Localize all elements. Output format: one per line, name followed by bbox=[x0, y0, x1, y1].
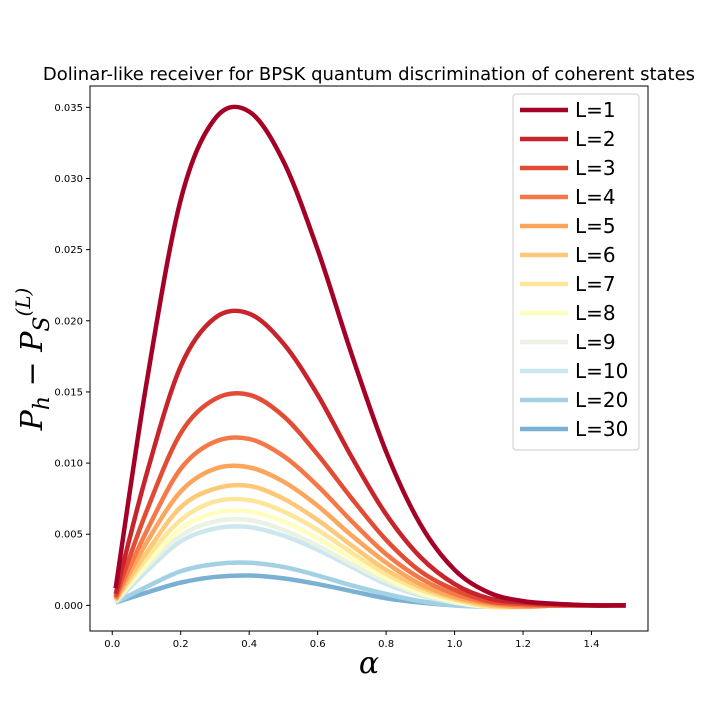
legend-label: L=5 bbox=[575, 214, 616, 238]
legend-label: L=1 bbox=[575, 98, 616, 122]
y-tick-label: 0.020 bbox=[54, 316, 83, 327]
series-line-l-1 bbox=[113, 104, 626, 608]
legend-box bbox=[512, 93, 640, 451]
y-axis-label-text: Ph − PS(L) bbox=[11, 288, 55, 432]
x-tick-label: 0.8 bbox=[378, 639, 394, 650]
x-tick-label: 1.2 bbox=[515, 639, 531, 650]
y-tick-label: 0.010 bbox=[54, 459, 83, 470]
y-tick-label: 0.035 bbox=[54, 103, 83, 114]
y-tick-label: 0.015 bbox=[54, 387, 83, 398]
y-tick-label: 0.030 bbox=[54, 174, 83, 185]
legend-label: L=2 bbox=[575, 127, 616, 151]
axes: 0.0 0.2 0.4 0.6 0.8 1.0 1.2 1.4 0.000 0.005 0.010 0… bbox=[54, 85, 649, 650]
y-axis-label: Ph − PS(L) bbox=[11, 288, 55, 432]
legend-label: L=20 bbox=[575, 388, 628, 412]
x-tick-label: 0.6 bbox=[310, 639, 326, 650]
legend-label: L=9 bbox=[575, 330, 616, 354]
legend-label: L=3 bbox=[575, 156, 616, 180]
legend-label: L=30 bbox=[575, 417, 628, 441]
series-lines bbox=[113, 104, 626, 610]
plot-frame bbox=[89, 85, 649, 632]
y-tick-label: 0.000 bbox=[54, 601, 83, 612]
x-tick-label: 1.0 bbox=[447, 639, 463, 650]
chart-title: Dolinar-like receiver for BPSK quantum d… bbox=[43, 64, 695, 85]
legend: L=1 L=2 L=3 L=4 L=5 L=6 L=7 L=8 L=9 L=10 L=20 L=30 bbox=[512, 93, 640, 451]
legend-label: L=4 bbox=[575, 185, 616, 209]
legend-label: L=10 bbox=[575, 359, 628, 383]
x-tick-label: 0.2 bbox=[173, 639, 189, 650]
legend-label: L=6 bbox=[575, 243, 616, 267]
legend-label: L=7 bbox=[575, 272, 616, 296]
y-tick-label: 0.005 bbox=[54, 530, 83, 541]
x-tick-label: 0.0 bbox=[104, 639, 120, 650]
x-tick-label: 1.4 bbox=[584, 639, 600, 650]
legend-label: L=8 bbox=[575, 301, 616, 325]
y-tick-label: 0.025 bbox=[54, 245, 83, 256]
x-tick-label: 0.4 bbox=[241, 639, 257, 650]
x-axis-label: α bbox=[359, 646, 379, 681]
